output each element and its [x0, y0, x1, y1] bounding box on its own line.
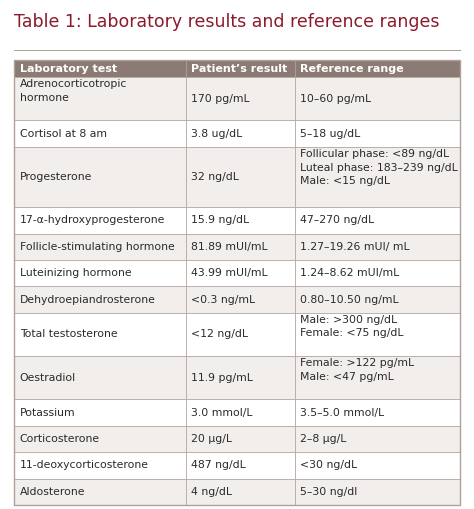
Bar — [295, 452, 460, 478]
Bar — [14, 400, 186, 426]
Bar — [295, 77, 460, 121]
Text: <12 ng/dL: <12 ng/dL — [191, 329, 248, 340]
Text: 487 ng/dL: 487 ng/dL — [191, 460, 246, 470]
Text: 3.0 mmol/L: 3.0 mmol/L — [191, 408, 253, 418]
Bar — [14, 313, 186, 356]
Text: 2–8 μg/L: 2–8 μg/L — [300, 434, 346, 444]
Bar — [14, 356, 186, 400]
Bar — [14, 426, 186, 452]
Bar — [186, 478, 295, 505]
Text: Aldosterone: Aldosterone — [19, 487, 85, 497]
Bar — [14, 147, 186, 207]
Text: <30 ng/dL: <30 ng/dL — [300, 460, 357, 470]
Text: 81.89 mUI/mL: 81.89 mUI/mL — [191, 242, 268, 252]
Bar — [14, 60, 186, 77]
Text: 5–18 ug/dL: 5–18 ug/dL — [300, 129, 361, 138]
Text: 43.99 mUI/mL: 43.99 mUI/mL — [191, 268, 268, 278]
Bar — [186, 77, 295, 121]
Bar — [295, 147, 460, 207]
Text: Corticosterone: Corticosterone — [19, 434, 100, 444]
Text: 0.80–10.50 ng/mL: 0.80–10.50 ng/mL — [300, 295, 399, 304]
Bar — [14, 287, 186, 313]
Bar — [186, 356, 295, 400]
Bar — [186, 207, 295, 234]
Text: Table 1: Laboratory results and reference ranges: Table 1: Laboratory results and referenc… — [14, 13, 440, 31]
Text: Cortisol at 8 am: Cortisol at 8 am — [19, 129, 107, 138]
Bar — [186, 147, 295, 207]
Text: 1.27–19.26 mUI/ mL: 1.27–19.26 mUI/ mL — [300, 242, 410, 252]
Bar — [295, 60, 460, 77]
Bar — [14, 207, 186, 234]
Bar — [186, 121, 295, 147]
Text: 5–30 ng/dl: 5–30 ng/dl — [300, 487, 357, 497]
Text: 1.24–8.62 mUI/mL: 1.24–8.62 mUI/mL — [300, 268, 400, 278]
Text: Potassium: Potassium — [19, 408, 75, 418]
Bar — [186, 426, 295, 452]
Bar — [295, 313, 460, 356]
Text: Follicle-stimulating hormone: Follicle-stimulating hormone — [19, 242, 174, 252]
Bar — [186, 287, 295, 313]
Text: Follicular phase: <89 ng/dL
Luteal phase: 183–239 ng/dL
Male: <15 ng/dL: Follicular phase: <89 ng/dL Luteal phase… — [300, 149, 458, 186]
Text: Male: >300 ng/dL
Female: <75 ng/dL: Male: >300 ng/dL Female: <75 ng/dL — [300, 315, 404, 338]
Text: Oestradiol: Oestradiol — [19, 373, 76, 383]
Text: 3.8 ug/dL: 3.8 ug/dL — [191, 129, 242, 138]
Text: 170 pg/mL: 170 pg/mL — [191, 94, 250, 104]
Bar — [186, 400, 295, 426]
Text: Progesterone: Progesterone — [19, 172, 92, 182]
Bar — [186, 234, 295, 260]
Bar — [186, 313, 295, 356]
Text: 4 ng/dL: 4 ng/dL — [191, 487, 232, 497]
Text: Adrenocorticotropic
hormone: Adrenocorticotropic hormone — [19, 79, 127, 103]
Bar — [14, 121, 186, 147]
Bar — [295, 400, 460, 426]
Bar — [186, 260, 295, 287]
Text: 11-deoxycorticosterone: 11-deoxycorticosterone — [19, 460, 148, 470]
Text: Total testosterone: Total testosterone — [19, 329, 117, 340]
Bar — [295, 356, 460, 400]
Text: Dehydroepiandrosterone: Dehydroepiandrosterone — [19, 295, 155, 304]
Text: <0.3 ng/mL: <0.3 ng/mL — [191, 295, 255, 304]
Bar — [295, 287, 460, 313]
Text: Laboratory test: Laboratory test — [19, 64, 117, 74]
Bar — [295, 234, 460, 260]
Bar — [186, 60, 295, 77]
Text: 32 ng/dL: 32 ng/dL — [191, 172, 239, 182]
Bar — [295, 478, 460, 505]
Text: Patient’s result: Patient’s result — [191, 64, 287, 74]
Text: 3.5–5.0 mmol/L: 3.5–5.0 mmol/L — [300, 408, 384, 418]
Text: 17-α-hydroxyprogesterone: 17-α-hydroxyprogesterone — [19, 215, 165, 225]
Bar — [14, 478, 186, 505]
Bar — [295, 426, 460, 452]
Bar — [14, 452, 186, 478]
Bar — [295, 121, 460, 147]
Bar — [14, 77, 186, 121]
Bar — [14, 260, 186, 287]
Text: 15.9 ng/dL: 15.9 ng/dL — [191, 215, 249, 225]
Text: 11.9 pg/mL: 11.9 pg/mL — [191, 373, 253, 383]
Text: 10–60 pg/mL: 10–60 pg/mL — [300, 94, 372, 104]
Bar — [295, 260, 460, 287]
Text: Female: >122 pg/mL
Male: <47 pg/mL: Female: >122 pg/mL Male: <47 pg/mL — [300, 358, 414, 382]
Text: Reference range: Reference range — [300, 64, 404, 74]
Bar — [186, 452, 295, 478]
Bar — [14, 234, 186, 260]
Bar — [295, 207, 460, 234]
Text: Luteinizing hormone: Luteinizing hormone — [19, 268, 131, 278]
Text: 47–270 ng/dL: 47–270 ng/dL — [300, 215, 374, 225]
Text: 20 μg/L: 20 μg/L — [191, 434, 232, 444]
